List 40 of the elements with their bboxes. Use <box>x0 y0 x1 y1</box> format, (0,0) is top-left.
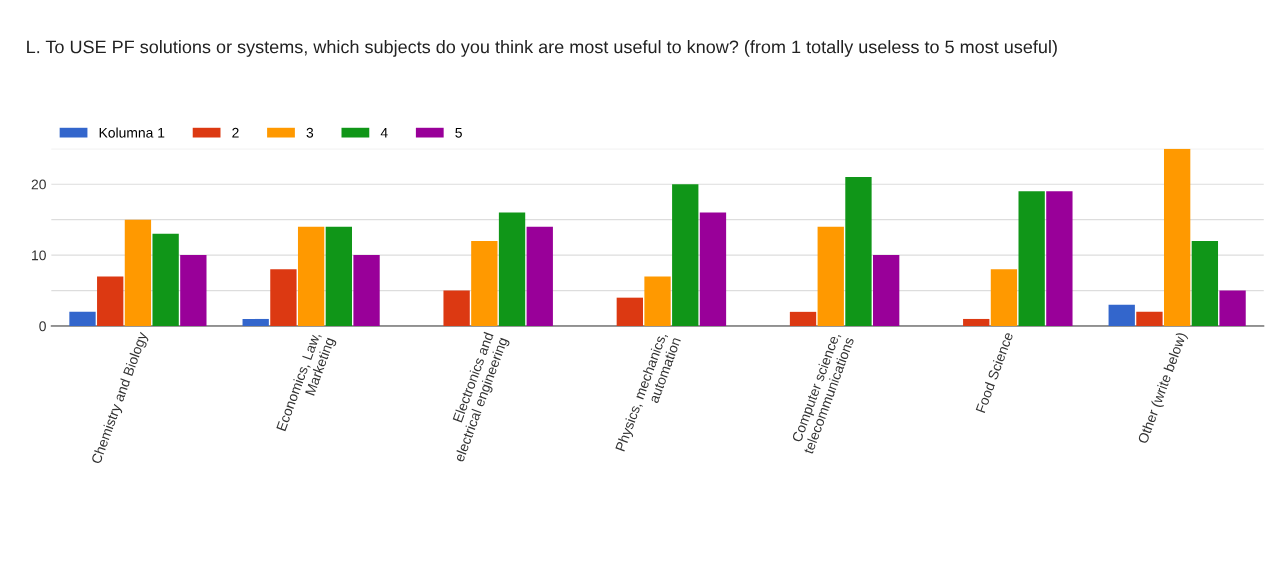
bar <box>1018 191 1045 327</box>
bar <box>526 226 553 327</box>
bar <box>325 226 352 327</box>
bar <box>990 269 1018 327</box>
legend-label: 2 <box>232 127 239 138</box>
bar <box>152 233 179 327</box>
bar <box>443 290 470 327</box>
bar <box>789 311 817 327</box>
bar <box>124 219 152 327</box>
bar <box>1046 191 1073 327</box>
y-tick-label: 10 <box>32 250 46 261</box>
bar <box>97 276 124 327</box>
bar <box>873 255 900 327</box>
y-tick-label: 20 <box>31 179 46 190</box>
y-tick-label: 0 <box>39 321 46 332</box>
bar <box>242 318 269 327</box>
bar <box>699 212 727 327</box>
bar <box>845 177 872 327</box>
bar <box>817 226 844 327</box>
legend-label: 3 <box>306 127 314 138</box>
bar <box>353 255 380 327</box>
bar <box>498 212 526 327</box>
bar <box>963 318 990 327</box>
bar <box>297 226 325 327</box>
bar <box>1108 304 1135 327</box>
legend-label: Kolumna 1 <box>99 127 165 138</box>
bar <box>1191 240 1219 327</box>
bar <box>180 255 207 327</box>
bar <box>69 311 96 327</box>
bar <box>644 276 671 327</box>
bar <box>616 297 643 327</box>
bar <box>1163 148 1191 327</box>
bar <box>672 184 699 327</box>
chart-title: L. To USE PF solutions or systems, which subjects do you think are most useful to know? (from 1 totally useless to 5 most useful) <box>27 40 1057 57</box>
bar <box>1219 290 1246 327</box>
bar <box>270 269 297 327</box>
bar <box>1136 311 1163 327</box>
legend-label: 5 <box>455 127 462 138</box>
legend-label: 4 <box>380 127 388 138</box>
bar <box>471 240 498 327</box>
